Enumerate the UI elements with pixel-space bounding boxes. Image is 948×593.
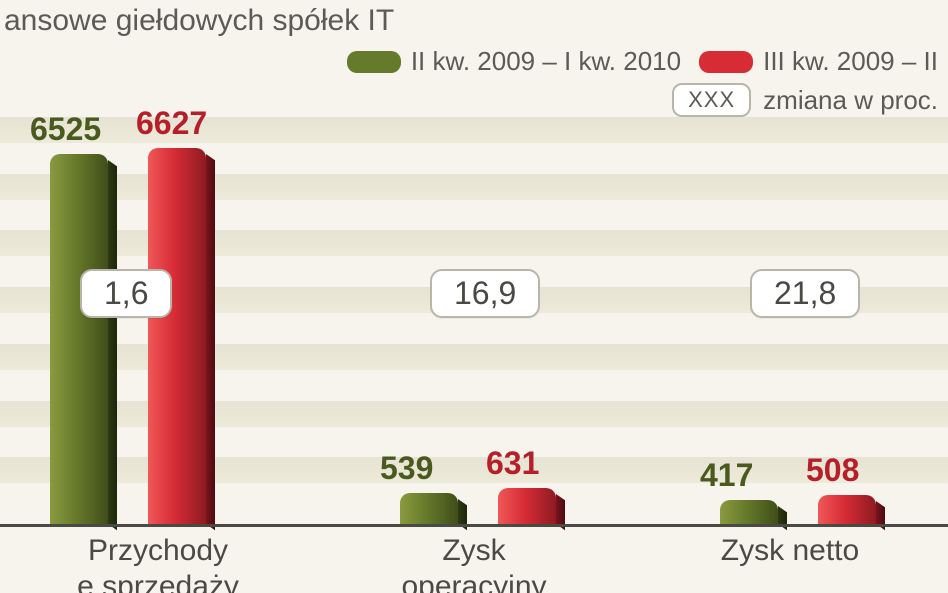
change-pill: 1,6 [80, 269, 172, 318]
bar-group: 539 631 16,9 [340, 127, 650, 524]
bar-series1 [720, 500, 778, 524]
bar-value-series2: 508 [806, 452, 859, 489]
bar-series2 [498, 488, 556, 524]
legend-label-series2: III kw. 2009 – II [763, 46, 938, 77]
chart-title: ansowe giełdowych spółek IT [0, 0, 948, 46]
legend: II kw. 2009 – I kw. 2010 III kw. 2009 – … [0, 46, 948, 77]
legend-swatch-series2 [699, 51, 753, 73]
bar-series2 [148, 148, 206, 524]
x-axis-label: Zysk netto [632, 533, 948, 593]
change-pill: 21,8 [750, 269, 860, 318]
x-axis-label: Zyskoperacyjny [316, 533, 632, 593]
legend-item-series2: III kw. 2009 – II [699, 46, 938, 77]
x-axis-label: Przychodye sprzedaży [0, 533, 316, 593]
legend-swatch-series1 [347, 51, 401, 73]
sublegend-pill: XXX [672, 83, 751, 117]
bar-value-series1: 6525 [30, 111, 101, 148]
bar-series1 [50, 154, 108, 524]
bar-series1 [400, 493, 458, 524]
legend-label-series1: II kw. 2009 – I kw. 2010 [411, 46, 681, 77]
bar-group: 652566271,6 [0, 127, 300, 524]
x-axis-labels: Przychodye sprzedażyZyskoperacyjnyZysk n… [0, 527, 948, 593]
change-pill: 16,9 [430, 269, 540, 318]
bar-value-series1: 417 [700, 457, 753, 494]
bar-value-series2: 6627 [136, 105, 207, 142]
bar-group: 417 508 21,8 [660, 127, 948, 524]
plot-area: 652566271,6 539 631 16,9 417 508 21,8 [0, 127, 948, 527]
legend-item-series1: II kw. 2009 – I kw. 2010 [347, 46, 681, 77]
bar-value-series1: 539 [380, 450, 433, 487]
bar-value-series2: 631 [486, 445, 539, 482]
x-axis-baseline [0, 524, 948, 527]
bar-series2 [818, 495, 876, 524]
sublegend-label: zmiana w proc. [763, 85, 938, 116]
